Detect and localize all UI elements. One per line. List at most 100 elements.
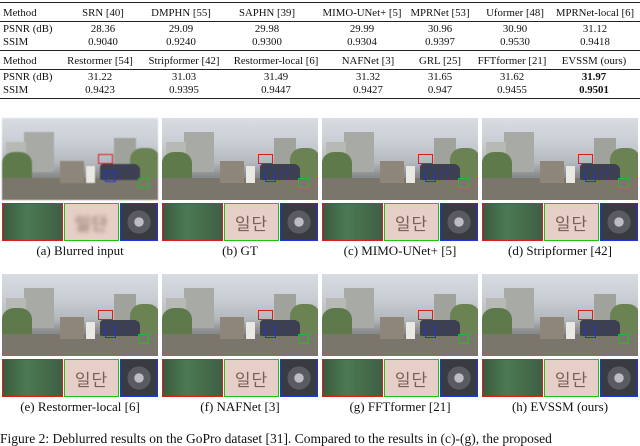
table-row-label: PSNR (dB) — [3, 71, 53, 83]
figure-panel: 일단 (g) FFTformer [21] — [322, 274, 478, 414]
crop-sign-text: 일단 — [74, 215, 109, 235]
table-cell: 0.9300 — [252, 36, 282, 48]
table-header-cell: Restormer [54] — [67, 55, 133, 67]
red-region-marker — [258, 310, 273, 320]
table-cell: 0.947 — [427, 84, 453, 96]
blue-region-marker — [585, 171, 596, 182]
table-cell: 29.99 — [349, 23, 375, 35]
table-cell: 0.9395 — [169, 84, 199, 96]
green-crop: 일단 — [64, 203, 119, 241]
green-region-marker — [458, 178, 469, 188]
figure-panel: 일단 (a) Blurred input — [2, 118, 158, 258]
red-region-marker — [418, 310, 433, 320]
zoomed-crops: 일단 — [2, 203, 158, 243]
red-crop — [482, 203, 543, 241]
blue-region-marker — [425, 171, 436, 182]
panel-caption: (c) MIMO-UNet+ [5] — [343, 243, 457, 258]
green-crop: 일단 — [544, 203, 599, 241]
table-cell: 0.9455 — [497, 84, 527, 96]
green-crop: 일단 — [384, 203, 439, 241]
red-region-marker — [578, 310, 593, 320]
table-cell: 31.12 — [582, 23, 608, 35]
green-crop: 일단 — [64, 359, 119, 397]
zoomed-crops: 일단 — [322, 203, 478, 243]
green-region-marker — [458, 334, 469, 344]
green-region-marker — [618, 334, 629, 344]
crop-sign-text: 일단 — [234, 215, 269, 235]
red-crop — [162, 359, 223, 397]
table-cell: 0.9447 — [261, 84, 291, 96]
table-cell: 0.9423 — [85, 84, 115, 96]
green-region-marker — [138, 178, 149, 188]
table-header-cell: SRN [40] — [82, 7, 124, 19]
panel-caption: (e) Restormer-local [6] — [20, 399, 140, 414]
green-crop: 일단 — [224, 203, 279, 241]
table-cell: 29.09 — [168, 23, 194, 35]
panel-caption: (g) FFTformer [21] — [349, 399, 451, 414]
table-cell-best: 0.9501 — [579, 84, 609, 96]
table-mid-rule — [0, 50, 640, 51]
blue-crop — [280, 203, 318, 241]
blue-region-marker — [425, 327, 436, 338]
red-crop — [322, 359, 383, 397]
green-region-marker — [618, 178, 629, 188]
blue-crop — [440, 359, 478, 397]
table-cell: 0.9418 — [580, 36, 610, 48]
table-header-cell: MPRNet-local [6] — [555, 7, 635, 19]
scene-image — [162, 118, 318, 200]
red-crop — [482, 359, 543, 397]
panel-caption: (d) Stripformer [42] — [508, 243, 612, 258]
red-region-marker — [98, 310, 113, 320]
crop-sign-text: 일단 — [394, 215, 429, 235]
table-top-rule — [0, 2, 640, 3]
table-cell: 28.36 — [90, 23, 116, 35]
table-header-cell: Restormer-local [6] — [233, 55, 319, 67]
panel-caption: (h) EVSSM (ours) — [511, 399, 609, 414]
table-header-cell: GRL [25] — [419, 55, 461, 67]
green-crop: 일단 — [224, 359, 279, 397]
scene-image — [2, 118, 158, 200]
red-region-marker — [418, 154, 433, 164]
figure-panel: 일단 (h) EVSSM (ours) — [482, 274, 638, 414]
figure-panel: 일단 (c) MIMO-UNet+ [5] — [322, 118, 478, 258]
blue-region-marker — [105, 327, 116, 338]
red-crop — [322, 203, 383, 241]
crop-sign-text: 일단 — [554, 215, 589, 235]
table-cell-best: 31.97 — [581, 71, 607, 83]
scene-image — [322, 118, 478, 200]
table-header-cell: MIMO-UNet+ [5] — [322, 7, 402, 19]
table-cell: 31.22 — [87, 71, 113, 83]
table-header-cell: Uformer [48] — [486, 7, 544, 19]
blue-region-marker — [265, 171, 276, 182]
scene-image — [322, 274, 478, 356]
table-header-cell: NAFNet [3] — [341, 55, 395, 67]
table-row-label: SSIM — [3, 84, 29, 96]
table-bottom-rule — [0, 98, 640, 99]
table-header-cell: Method — [3, 7, 37, 19]
blue-crop — [600, 359, 638, 397]
table-cell: 31.49 — [263, 71, 289, 83]
scene-image — [162, 274, 318, 356]
table-cell: 30.96 — [427, 23, 453, 35]
crop-sign-text: 일단 — [234, 371, 269, 391]
figure-panel: 일단 (e) Restormer-local [6] — [2, 274, 158, 414]
table-cell: 29.98 — [254, 23, 280, 35]
figure-caption: Figure 2: Deblurred results on the GoPro… — [0, 431, 552, 446]
table-header-rule — [0, 69, 640, 70]
green-region-marker — [298, 334, 309, 344]
table-header-rule — [0, 21, 640, 22]
red-region-marker — [578, 154, 593, 164]
green-region-marker — [138, 334, 149, 344]
zoomed-crops: 일단 — [2, 359, 158, 399]
zoomed-crops: 일단 — [162, 359, 318, 399]
zoomed-crops: 일단 — [482, 203, 638, 243]
table-header-cell: MPRNet [53] — [410, 7, 470, 19]
blue-crop — [600, 203, 638, 241]
scene-image — [482, 274, 638, 356]
table-cell: 0.9397 — [425, 36, 455, 48]
panel-caption: (f) NAFNet [3] — [200, 399, 280, 414]
table-header-cell: Method — [3, 55, 37, 67]
table-header-cell: SAPHN [39] — [238, 7, 296, 19]
table-cell: 0.9304 — [347, 36, 377, 48]
scene-image — [482, 118, 638, 200]
